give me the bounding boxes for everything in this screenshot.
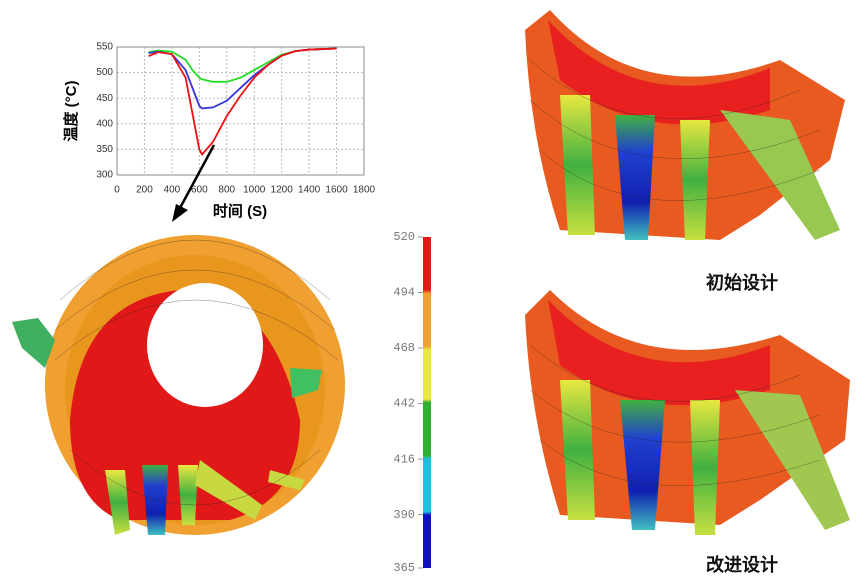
- x-tick-label: 600: [191, 185, 208, 196]
- colorbar-label: 365: [393, 561, 415, 575]
- colorbar-gradient: [423, 237, 431, 568]
- x-tick-label: 400: [164, 185, 181, 196]
- x-axis-label: 时间 (S): [213, 202, 267, 220]
- y-tick-label: 350: [96, 144, 113, 155]
- colorbar-label: 416: [393, 452, 415, 466]
- colorbar: 365 390 416 442 468 494 520: [393, 230, 431, 575]
- initial-model: [525, 10, 845, 240]
- series-line: [148, 47, 337, 157]
- x-tick-label: 1600: [325, 185, 348, 196]
- x-tick-label: 800: [218, 185, 235, 196]
- series-line: [148, 47, 337, 83]
- y-tick-label: 400: [96, 118, 113, 129]
- improved-model: [525, 290, 850, 535]
- y-tick-label: 300: [96, 170, 113, 181]
- series-line: [148, 47, 337, 110]
- ring-model: [12, 235, 345, 535]
- caption: 初始设计: [706, 272, 778, 293]
- arrow: [172, 144, 216, 222]
- x-tick-label: 1000: [243, 185, 266, 196]
- colorbar-label: 390: [393, 508, 415, 522]
- colorbar-label: 442: [393, 397, 415, 411]
- line-chart: 300 350 400 450 500 550 0 200 400 600 800 1000 1200 1…: [62, 42, 376, 220]
- x-tick-label: 1800: [353, 185, 376, 196]
- x-tick-label: 1200: [271, 185, 294, 196]
- caption: 改进设计: [706, 554, 778, 575]
- x-tick-label: 200: [136, 185, 153, 196]
- colorbar-label: 468: [393, 341, 415, 355]
- colorbar-label: 520: [393, 230, 415, 244]
- y-tick-label: 500: [96, 67, 113, 78]
- plot-frame: [116, 46, 365, 176]
- y-tick-label: 450: [96, 93, 113, 104]
- colorbar-label: 494: [393, 286, 415, 300]
- y-axis-label: 温度 (°C): [62, 81, 80, 142]
- x-tick-label: 0: [114, 185, 120, 196]
- y-tick-label: 550: [96, 42, 113, 53]
- x-tick-label: 1400: [298, 185, 321, 196]
